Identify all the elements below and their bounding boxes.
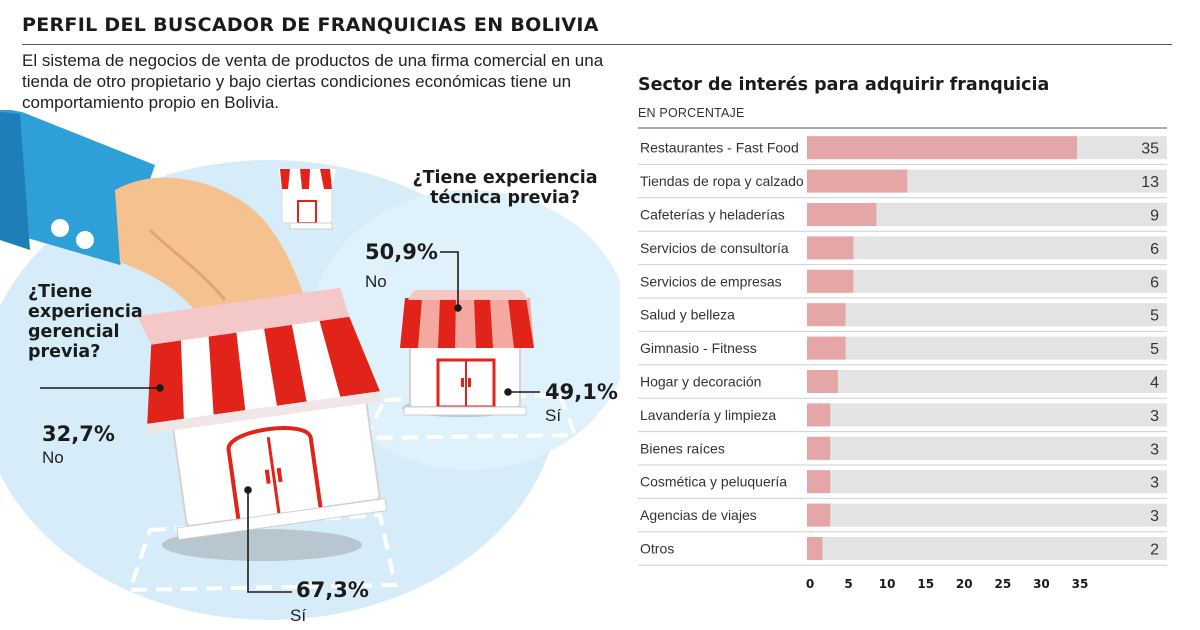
x-tick-label: 30 bbox=[1033, 577, 1050, 591]
question-gerencial: ¿Tiene experiencia gerencial previa? bbox=[28, 282, 143, 362]
bar bbox=[807, 136, 1077, 160]
tecnica-no-pct: 50,9% bbox=[365, 240, 438, 264]
shop-icon-big bbox=[137, 287, 388, 541]
category-label: Cosmética y peluquería bbox=[640, 474, 787, 490]
bar bbox=[807, 403, 831, 427]
bar-track bbox=[807, 403, 1167, 427]
bar-track bbox=[807, 436, 1167, 460]
data-label: 6 bbox=[1150, 241, 1159, 258]
category-label: Salud y belleza bbox=[640, 307, 735, 323]
shop-icon-tiny bbox=[278, 169, 336, 230]
x-tick-label: 25 bbox=[995, 577, 1012, 591]
page-title: PERFIL DEL BUSCADOR DE FRANQUICIAS EN BO… bbox=[22, 14, 599, 36]
franchise-illustration bbox=[0, 110, 620, 620]
x-tick-label: 0 bbox=[806, 577, 814, 591]
data-label: 35 bbox=[1141, 141, 1159, 158]
category-label: Servicios de empresas bbox=[640, 273, 782, 289]
data-label: 5 bbox=[1150, 308, 1159, 325]
category-label: Servicios de consultoría bbox=[640, 240, 789, 256]
bar-track bbox=[807, 303, 1167, 327]
category-label: Agencias de viajes bbox=[640, 507, 757, 523]
data-label: 3 bbox=[1150, 475, 1159, 492]
x-tick-label: 20 bbox=[956, 577, 973, 591]
data-label: 5 bbox=[1150, 341, 1159, 358]
bar-track bbox=[807, 269, 1167, 293]
data-label: 2 bbox=[1150, 542, 1159, 559]
category-label: Hogar y decoración bbox=[640, 374, 761, 390]
x-tick-label: 5 bbox=[844, 577, 852, 591]
data-label: 3 bbox=[1150, 508, 1159, 525]
category-label: Gimnasio - Fitness bbox=[640, 340, 757, 356]
bar-track bbox=[807, 537, 1167, 560]
gerencial-si-label: Sí bbox=[290, 606, 307, 625]
hand-icon bbox=[0, 110, 304, 340]
gerencial-no-label: No bbox=[42, 448, 64, 467]
x-tick-label: 35 bbox=[1072, 577, 1089, 591]
intro-text: El sistema de negocios de venta de produ… bbox=[22, 51, 604, 112]
tecnica-no-label: No bbox=[365, 272, 387, 291]
bar bbox=[807, 470, 831, 494]
data-label: 3 bbox=[1150, 441, 1159, 458]
bar-track bbox=[807, 236, 1167, 260]
x-tick-label: 15 bbox=[917, 577, 934, 591]
shadow-big bbox=[162, 529, 362, 561]
data-label: 13 bbox=[1141, 174, 1159, 191]
category-label: Otros bbox=[640, 541, 674, 557]
bar-track bbox=[807, 370, 1167, 393]
bar bbox=[807, 303, 846, 327]
gerencial-no-pct: 32,7% bbox=[42, 422, 115, 446]
bar bbox=[807, 203, 877, 226]
bar bbox=[807, 436, 831, 460]
gerencial-si-pct: 67,3% bbox=[296, 578, 369, 602]
title-divider bbox=[22, 44, 1172, 45]
category-label: Cafeterías y heladerías bbox=[640, 207, 785, 223]
category-label: Tiendas de ropa y calzado bbox=[640, 173, 804, 189]
shop-icon-medium bbox=[400, 290, 534, 416]
data-label: 4 bbox=[1150, 375, 1159, 392]
category-label: Lavandería y limpieza bbox=[640, 407, 776, 423]
bar bbox=[807, 336, 846, 360]
leader-lines bbox=[40, 251, 540, 593]
x-tick-label: 10 bbox=[879, 577, 896, 591]
bar bbox=[807, 169, 908, 193]
chart-subtitle: EN PORCENTAJE bbox=[638, 106, 745, 120]
bar bbox=[807, 269, 854, 293]
bar bbox=[807, 537, 823, 560]
data-label: 9 bbox=[1150, 208, 1159, 225]
bar-track bbox=[807, 503, 1167, 527]
data-label: 3 bbox=[1150, 408, 1159, 425]
bar bbox=[807, 370, 838, 393]
bar bbox=[807, 503, 831, 527]
bar-track bbox=[807, 203, 1167, 226]
bar bbox=[807, 236, 854, 260]
bar-track bbox=[807, 470, 1167, 494]
chart-title: Sector de interés para adquirir franquic… bbox=[638, 75, 1050, 95]
category-label: Bienes raíces bbox=[640, 440, 725, 456]
data-label: 6 bbox=[1150, 274, 1159, 291]
question-tecnica: ¿Tiene experiencia técnica previa? bbox=[412, 168, 598, 208]
bar-track bbox=[807, 336, 1167, 360]
tecnica-si-pct: 49,1% bbox=[545, 380, 618, 404]
tecnica-si-label: Sí bbox=[545, 406, 562, 425]
category-label: Restaurantes - Fast Food bbox=[640, 140, 799, 156]
